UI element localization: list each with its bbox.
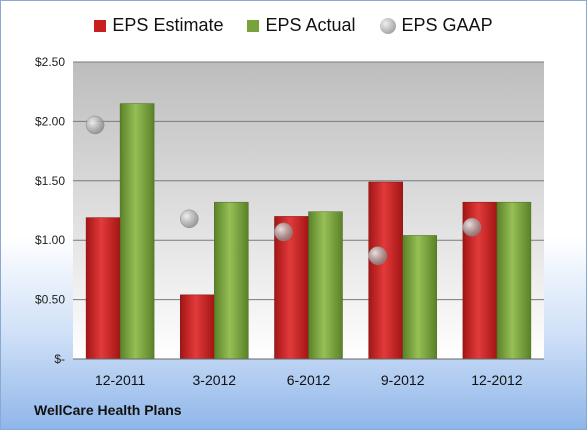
bar-eps-actual	[119, 103, 155, 360]
bar-eps-estimate	[180, 294, 215, 360]
x-tick-label: 6-2012	[287, 372, 331, 388]
bar-eps-estimate	[368, 181, 403, 360]
legend-item-gaap: EPS GAAP	[379, 15, 493, 36]
y-tick-label: $2.50	[35, 55, 65, 69]
legend-swatch-estimate	[94, 19, 107, 32]
legend-label-gaap: EPS GAAP	[401, 15, 493, 35]
x-tick-label: 3-2012	[193, 372, 237, 388]
x-tick-label: 12-2012	[471, 372, 523, 388]
point-eps-gaap	[180, 209, 199, 229]
point-eps-gaap	[462, 217, 482, 237]
y-tick-label: $0.50	[35, 293, 65, 307]
bar-eps-actual	[308, 211, 343, 360]
y-tick-label: $1.00	[35, 233, 65, 247]
x-tick-label: 9-2012	[381, 372, 425, 388]
point-eps-gaap	[368, 246, 387, 265]
bar-eps-actual	[214, 201, 249, 360]
bar-eps-estimate	[274, 216, 309, 360]
point-eps-gaap	[85, 115, 105, 135]
legend-swatch-actual	[247, 19, 260, 32]
point-eps-gaap	[274, 222, 293, 242]
bar-eps-estimate	[85, 217, 121, 360]
x-tick-label: 12-2011	[95, 372, 146, 388]
company-name: WellCare Health Plans	[34, 402, 182, 418]
legend-item-actual: EPS Actual	[247, 15, 356, 36]
y-tick-label: $2.00	[35, 114, 65, 128]
bar-eps-actual	[402, 235, 437, 360]
legend-swatch-gaap	[379, 17, 396, 34]
y-tick-label: $1.50	[35, 174, 65, 188]
legend-label-actual: EPS Actual	[265, 15, 356, 35]
chart-legend: EPS Estimate EPS Actual EPS GAAP	[1, 15, 586, 36]
bar-eps-actual	[496, 201, 532, 360]
legend-label-estimate: EPS Estimate	[112, 15, 224, 35]
y-tick-label: $-	[54, 352, 65, 366]
legend-item-estimate: EPS Estimate	[94, 15, 223, 36]
